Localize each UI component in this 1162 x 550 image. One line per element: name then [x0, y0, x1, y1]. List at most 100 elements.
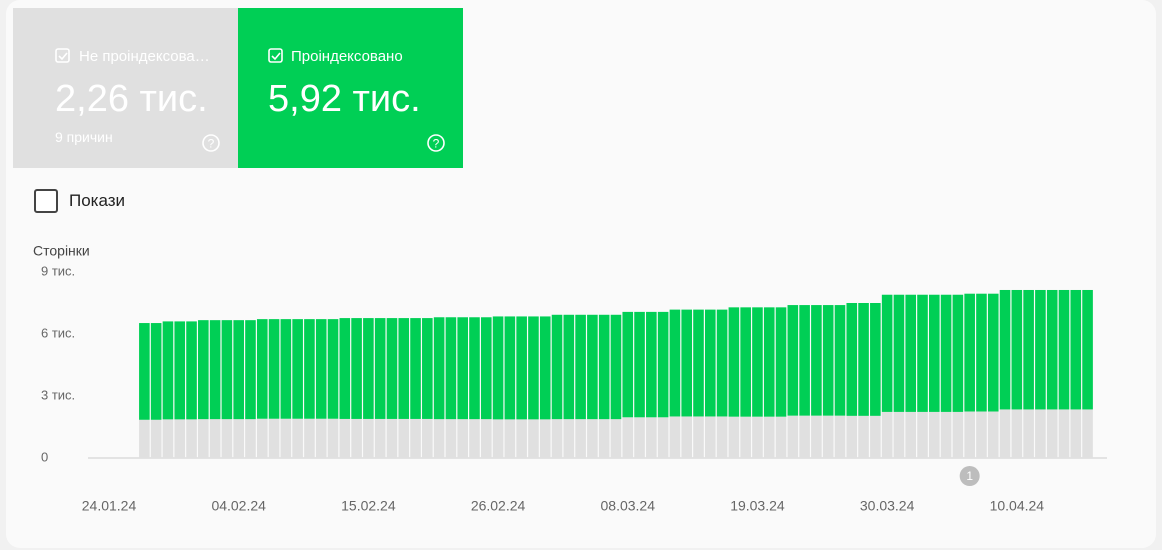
bar-segment	[516, 316, 527, 420]
bar-segment	[598, 314, 610, 420]
bar-segment	[929, 294, 940, 412]
metric-card[interactable]: Проіндексовано 5,92 тис. ?	[238, 8, 463, 168]
bar-segment	[351, 418, 362, 458]
bar-segment	[504, 419, 516, 458]
bar-segment	[987, 411, 999, 458]
bar-segment	[681, 309, 693, 417]
bar-segment	[433, 317, 445, 420]
bar-segment	[280, 319, 292, 419]
bar-segment	[445, 317, 457, 420]
bar-segment	[646, 311, 657, 418]
x-tick-label: 24.01.24	[82, 498, 137, 514]
bar-segment	[787, 415, 799, 458]
bar-segment	[327, 319, 339, 419]
bar-segment	[787, 305, 799, 416]
bar-segment	[952, 411, 964, 458]
bar-segment	[363, 418, 374, 458]
bar-segment	[433, 419, 445, 458]
bar-segment	[976, 293, 987, 412]
bar-segment	[209, 419, 221, 458]
bar-segment	[846, 415, 858, 458]
bar-segment	[976, 411, 987, 458]
help-icon[interactable]: ?	[201, 133, 221, 153]
bar-segment	[716, 309, 728, 417]
bar-segment	[233, 320, 244, 420]
bar-segment	[610, 419, 622, 458]
bar-segment	[292, 418, 303, 458]
bar-segment	[480, 317, 492, 420]
checkbox-icon	[268, 48, 283, 63]
bar-segment	[198, 320, 209, 420]
bar-segment	[150, 419, 162, 458]
bar-segment	[646, 417, 657, 458]
bar-segment	[752, 416, 763, 458]
bar-segment	[1058, 409, 1070, 458]
bar-segment	[822, 415, 834, 458]
bar-segment	[799, 415, 810, 458]
annotation-marker	[959, 466, 980, 486]
bar-segment	[186, 321, 197, 420]
bar-segment	[775, 416, 787, 458]
card-value: 2,26 тис.	[55, 78, 208, 120]
bar-segment	[150, 323, 162, 420]
bar-segment	[952, 294, 964, 412]
bar-segment	[905, 294, 917, 412]
bar-segment	[457, 419, 468, 458]
bar-segment	[551, 314, 563, 420]
metric-card[interactable]: Не проіндексова… 2,26 тис. 9 причин ?	[13, 8, 238, 168]
bar-segment	[245, 320, 256, 420]
bar-segment	[858, 303, 869, 416]
bar-segment	[728, 307, 740, 417]
bar-segment	[811, 305, 822, 416]
bar-segment	[174, 321, 186, 420]
bar-segment	[280, 418, 292, 458]
help-icon[interactable]: ?	[426, 133, 446, 153]
bar-segment	[315, 319, 327, 419]
bar-segment	[469, 419, 480, 458]
bar-segment	[740, 307, 751, 417]
bar-segment	[940, 411, 952, 458]
bar-segment	[410, 318, 421, 419]
annotation-label: 1	[966, 469, 973, 483]
x-tick-label: 15.02.24	[341, 498, 396, 514]
bar-segment	[268, 418, 280, 458]
bar-segment	[917, 294, 928, 412]
bar-segment	[1023, 409, 1034, 458]
bar-segment	[363, 318, 374, 419]
bar-segment	[256, 418, 268, 458]
bar-segment	[256, 319, 268, 419]
bar-segment	[398, 318, 410, 419]
bar-segment	[893, 411, 905, 458]
bar-segment	[858, 415, 869, 458]
bar-segment	[1011, 289, 1023, 410]
bar-segment	[987, 293, 999, 412]
bar-segment	[351, 318, 362, 419]
bar-segment	[245, 419, 256, 458]
bar-segment	[704, 309, 716, 417]
bar-segment	[528, 419, 539, 458]
bar-segment	[657, 417, 669, 458]
bar-segment	[669, 416, 681, 458]
bar-segment	[339, 318, 351, 419]
bar-segment	[139, 419, 150, 458]
bar-segment	[339, 418, 351, 458]
bar-segment	[492, 316, 504, 420]
bar-segment	[457, 317, 468, 420]
bar-segment	[634, 311, 645, 418]
bar-segment	[551, 419, 563, 458]
checkbox[interactable]	[34, 189, 58, 213]
bar-segment	[999, 289, 1011, 410]
bar-segment	[929, 411, 940, 458]
bar-segment	[893, 294, 905, 412]
bar-segment	[1035, 409, 1046, 458]
bar-segment	[174, 419, 186, 458]
bar-segment	[917, 411, 928, 458]
checkbox-label[interactable]: Покази	[69, 191, 126, 210]
x-tick-label: 19.03.24	[730, 498, 785, 514]
bar-segment	[315, 418, 327, 458]
bar-segment	[693, 309, 704, 417]
bar-segment	[304, 418, 315, 458]
bar-segment	[445, 419, 457, 458]
